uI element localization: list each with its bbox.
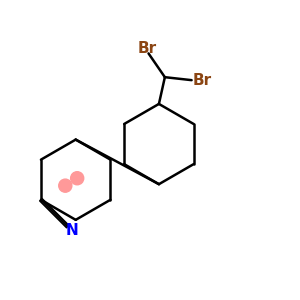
Text: N: N xyxy=(66,224,79,238)
Text: Br: Br xyxy=(193,73,211,88)
Circle shape xyxy=(70,172,84,185)
Text: Br: Br xyxy=(137,41,157,56)
Circle shape xyxy=(59,179,72,192)
